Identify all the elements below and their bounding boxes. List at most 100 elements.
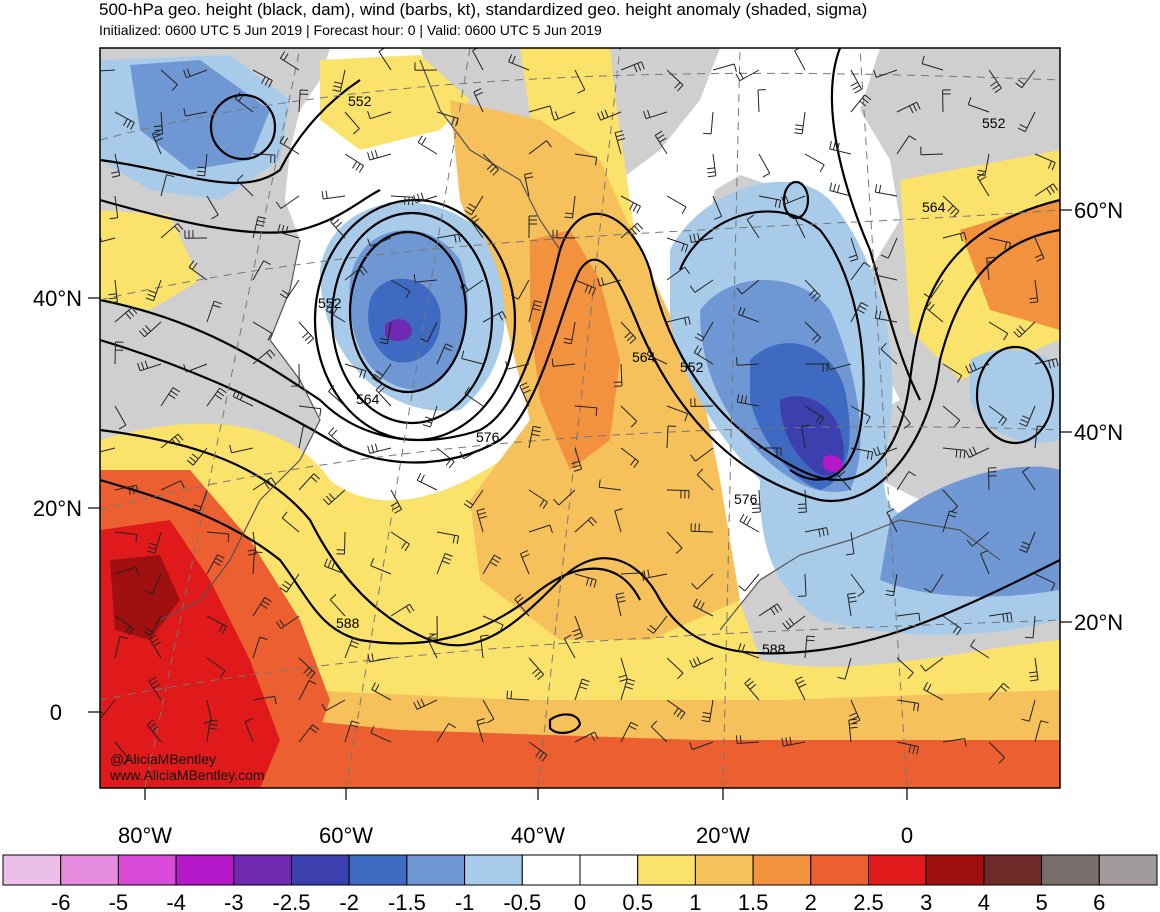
colorbar-label: 6 bbox=[1093, 890, 1105, 912]
colorbar-swatch bbox=[810, 854, 869, 886]
wind-barb bbox=[736, 357, 760, 366]
wind-barb bbox=[436, 722, 456, 743]
wind-barb bbox=[646, 615, 668, 634]
wind-barb bbox=[414, 62, 438, 71]
wind-barb bbox=[235, 92, 254, 113]
wind-barb bbox=[367, 653, 392, 663]
wind-barb bbox=[1034, 425, 1046, 449]
wind-barb bbox=[321, 699, 346, 712]
wind-barb bbox=[298, 724, 320, 743]
wind-barb bbox=[689, 656, 714, 668]
wind-barb bbox=[696, 468, 714, 491]
contour-line bbox=[348, 230, 468, 394]
wind-barb bbox=[924, 573, 944, 594]
wind-barb bbox=[966, 531, 990, 547]
wind-barb bbox=[850, 94, 872, 113]
longitude-labels: 80°W 60°W 40°W 20°W 0 bbox=[118, 823, 913, 848]
colorbar-swatch bbox=[1041, 854, 1100, 886]
anomaly-low-east-peak bbox=[823, 455, 843, 472]
colorbar-swatch bbox=[60, 854, 119, 886]
wind-barb bbox=[298, 680, 317, 701]
wind-barb bbox=[252, 69, 273, 88]
wind-barb bbox=[552, 229, 576, 239]
wind-barb bbox=[367, 237, 392, 247]
wind-barb bbox=[321, 190, 346, 200]
colorbar-label: -0.5 bbox=[503, 890, 541, 912]
wind-barb bbox=[703, 111, 714, 135]
contour-label: 588 bbox=[762, 641, 786, 657]
wind-barb bbox=[690, 523, 714, 533]
coastline bbox=[719, 519, 1001, 631]
wind-barb bbox=[482, 153, 499, 176]
wind-barb bbox=[693, 345, 714, 365]
contour-label: 552 bbox=[348, 93, 372, 109]
wind-barb bbox=[873, 69, 898, 78]
wind-barb bbox=[528, 657, 545, 681]
wind-barb bbox=[551, 358, 576, 367]
wind-barb bbox=[464, 386, 484, 407]
wind-barb bbox=[1021, 699, 1036, 722]
wind-barb bbox=[183, 108, 208, 117]
wind-barb bbox=[712, 195, 723, 220]
wind-barb bbox=[520, 550, 530, 575]
wind-barb bbox=[551, 111, 576, 121]
wind-barb bbox=[160, 223, 184, 239]
wind-barb bbox=[206, 195, 219, 220]
wind-barb bbox=[100, 234, 116, 243]
wind-barb bbox=[739, 513, 760, 533]
wind-barb bbox=[160, 174, 175, 197]
wind-barb bbox=[1034, 573, 1056, 591]
wind-barb bbox=[370, 558, 392, 575]
wind-barb bbox=[794, 111, 806, 135]
wind-barb bbox=[1034, 720, 1049, 743]
wind-barb bbox=[694, 321, 714, 342]
colorbar-swatch bbox=[406, 854, 466, 886]
wind-barb bbox=[160, 69, 178, 91]
wind-barb bbox=[436, 531, 460, 544]
wind-barb bbox=[574, 516, 598, 533]
wind-barb bbox=[244, 718, 254, 743]
wind-barb bbox=[505, 361, 530, 370]
wind-barb bbox=[757, 89, 767, 113]
wind-barb bbox=[896, 699, 920, 712]
wind-barb bbox=[829, 182, 852, 197]
wind-barb bbox=[574, 678, 590, 701]
wind-barb bbox=[847, 592, 857, 617]
wind-barb bbox=[850, 573, 865, 597]
wind-barb bbox=[390, 531, 410, 552]
wind-barb bbox=[942, 447, 966, 459]
wind-barb bbox=[336, 531, 346, 555]
wind-barb bbox=[476, 508, 488, 533]
wind-barb bbox=[390, 603, 415, 617]
wind-barb bbox=[925, 301, 944, 323]
wind-barb bbox=[344, 637, 361, 659]
wind-barb bbox=[744, 677, 760, 701]
wind-barb bbox=[390, 279, 411, 299]
wind-barb bbox=[896, 657, 914, 680]
wind-barb bbox=[797, 489, 807, 513]
wind-barb bbox=[232, 389, 254, 407]
contour-label: 588 bbox=[336, 615, 360, 631]
lat-label-right: 60°N bbox=[1074, 198, 1123, 223]
wind-barb bbox=[413, 274, 438, 283]
wind-barb bbox=[192, 489, 208, 512]
wind-barb bbox=[571, 447, 583, 472]
wind-barb bbox=[692, 598, 714, 617]
wind-barb bbox=[322, 489, 346, 506]
wind-barb bbox=[923, 279, 944, 299]
wind-barb bbox=[114, 484, 139, 495]
parallel bbox=[100, 426, 1060, 511]
wind-barb bbox=[690, 447, 714, 462]
wind-barb bbox=[967, 96, 990, 113]
wind-barb bbox=[519, 382, 531, 407]
wind-barb bbox=[896, 405, 911, 429]
wind-barb bbox=[100, 447, 116, 453]
anomaly-red-south bbox=[100, 700, 1060, 788]
wind-barb bbox=[874, 310, 898, 323]
wind-barb bbox=[850, 302, 869, 323]
wind-barb bbox=[1034, 153, 1056, 171]
wind-barb bbox=[737, 643, 760, 659]
wind-barb bbox=[942, 195, 960, 218]
wind-barb bbox=[564, 195, 576, 219]
lon-label: 80°W bbox=[118, 823, 172, 848]
